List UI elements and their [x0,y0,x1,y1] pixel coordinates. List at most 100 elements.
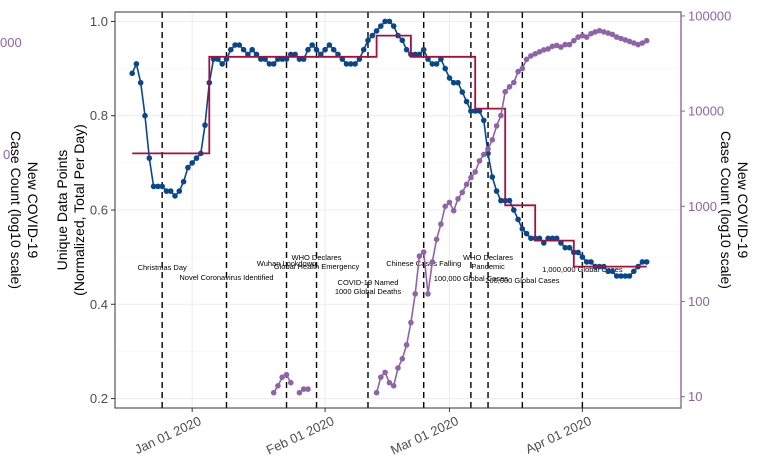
data-point [318,51,324,58]
data-point [288,379,294,386]
data-point [622,37,629,43]
data-point [390,383,397,389]
y-left-tick-label: 0.6 [90,203,108,218]
event-label: 200,000 Global Cases [485,276,559,285]
data-point [442,203,449,210]
data-point [511,207,517,213]
data-point [279,374,286,381]
data-point [335,51,341,58]
data-point [605,268,611,275]
data-point [506,84,513,90]
data-point [549,43,556,50]
data-point [142,112,148,119]
data-point [583,259,590,265]
data-point [626,273,633,279]
data-point [155,183,161,190]
data-point [442,65,449,72]
data-point [412,51,419,58]
event-label: Novel Coronavirus Identified [179,273,273,282]
data-point [433,236,440,243]
data-point [386,379,393,386]
data-point [601,29,607,35]
data-point [489,137,496,143]
data-point [313,46,320,53]
data-point [609,268,616,275]
data-point [450,79,457,86]
data-point [639,259,646,265]
y-left-tick-label: 0.4 [90,297,108,312]
data-point [631,40,637,46]
data-point [545,46,551,52]
y-left-tick-label: 0.2 [90,391,108,406]
data-point [146,155,153,161]
data-point [288,51,294,58]
data-point [185,164,191,171]
data-point [159,183,165,190]
data-point [613,34,620,40]
data-point [643,259,650,265]
y-right-tick-label: 1000 [688,199,717,214]
data-point [553,42,560,49]
data-point [575,34,581,40]
data-point [270,61,277,67]
data-point [429,259,436,265]
data-point [498,112,504,119]
data-point [412,291,419,297]
data-point [420,46,427,53]
data-point [253,51,260,58]
data-point [493,188,500,194]
data-point [588,259,594,265]
data-point [373,389,380,396]
far-left-tick-fragment: 000 [0,35,22,50]
x-tick-label: Mar 01 2020 [388,413,460,457]
event-label: WHO Declares Global Health Emergency [274,253,360,271]
data-point [382,18,388,25]
data-point [137,79,144,86]
event-label: 1,000,000 Global Cases [542,265,623,274]
data-point [189,160,195,166]
y-right-tick-label: 100000 [688,8,731,23]
y-right-title: New COVID-19Case Count (log10 scale) [718,131,751,289]
data-point [373,28,380,34]
data-point [481,117,487,124]
data-point [498,197,504,204]
data-point [571,37,577,44]
data-point [382,369,388,376]
data-point [390,23,397,29]
y-left-tick-label: 1.0 [90,14,108,29]
data-point [455,79,461,86]
event-label: Wuhan Lockdown [257,259,316,268]
data-point [420,249,427,255]
data-point [519,226,526,232]
data-point [275,383,281,389]
data-point [562,244,568,251]
data-point [228,46,234,53]
data-point [446,199,453,206]
data-point [639,40,646,46]
data-point [322,46,328,53]
data-point [618,35,624,42]
x-tick-label: Feb 01 2020 [264,413,337,457]
data-point [541,47,547,53]
event-label: Chinese Cases Falling [386,259,461,268]
data-point [232,42,238,48]
data-point [635,41,641,48]
data-point [643,37,650,44]
data-point [468,108,474,114]
data-point [399,356,406,362]
data-point [133,61,140,67]
data-point [528,235,534,242]
data-point [468,174,474,181]
data-point [163,188,170,194]
data-point [309,42,316,48]
data-point [472,169,479,175]
grid [115,12,681,408]
x-tick-label: Jan 01 2020 [132,413,203,457]
data-point [511,79,517,86]
data-point [596,27,603,34]
data-point [219,61,225,67]
data-point [592,29,598,35]
data-point [528,53,534,59]
data-point [463,181,470,188]
